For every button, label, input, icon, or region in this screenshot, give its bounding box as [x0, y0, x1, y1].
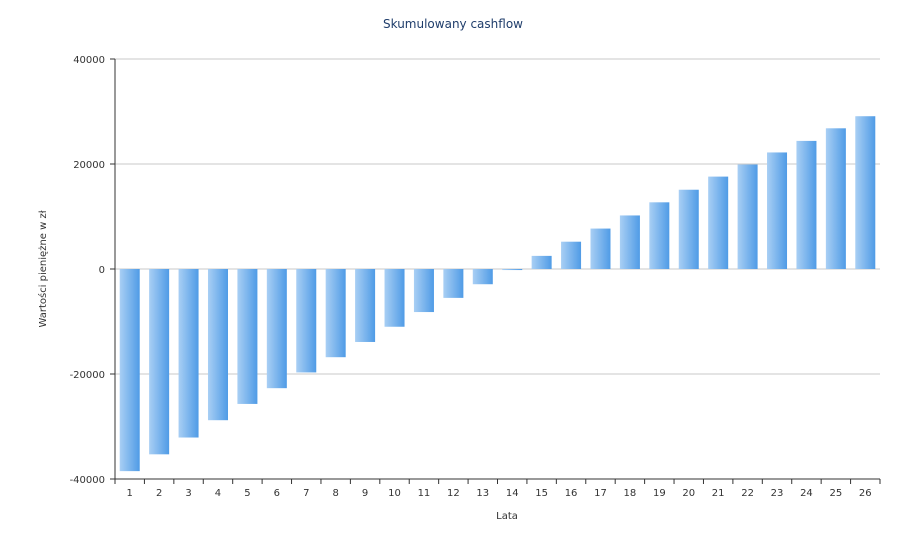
bar: [502, 269, 523, 271]
x-tick-label: 21: [712, 488, 725, 499]
bar: [855, 116, 876, 269]
bar: [561, 241, 582, 269]
x-tick-label: 19: [653, 488, 666, 499]
x-tick-labels: 1 2 3 4 5 6 7 8 9 10 11 12 13 14 15 16 17 18 19 20 21 22 23 24 2…: [114, 479, 881, 499]
chart-title: Skumulowany cashflow: [383, 17, 523, 31]
bar: [472, 269, 493, 285]
bar: [325, 269, 346, 358]
bar: [384, 269, 405, 327]
y-tick-label: -20000: [70, 370, 105, 381]
x-tick-label: 7: [303, 488, 309, 499]
bar: [149, 269, 170, 455]
x-tick-label: 16: [565, 488, 578, 499]
x-tick-label: 25: [830, 488, 843, 499]
x-tick-label: 17: [594, 488, 607, 499]
bars: [119, 116, 876, 472]
bar: [708, 176, 729, 269]
bar: [825, 128, 846, 269]
bar: [296, 269, 317, 373]
x-tick-label: 1: [127, 488, 133, 499]
x-tick-label: 13: [476, 488, 489, 499]
bar: [796, 140, 817, 269]
bar: [207, 269, 228, 421]
y-axis-label: Wartości pieniężne w zł: [37, 210, 49, 327]
bar: [531, 255, 552, 270]
bar: [619, 215, 640, 269]
bar: [767, 152, 788, 269]
y-tick-labels: 40000 20000 0 -20000 -40000: [70, 55, 115, 486]
x-tick-label: 23: [771, 488, 784, 499]
x-tick-label: 9: [362, 488, 368, 499]
x-axis-label: Lata: [496, 511, 518, 522]
x-tick-label: 22: [741, 488, 754, 499]
bar: [413, 269, 434, 313]
x-tick-label: 2: [156, 488, 162, 499]
y-tick-label: 40000: [73, 55, 105, 66]
grid-lines: [115, 58, 880, 375]
x-tick-label: 8: [332, 488, 338, 499]
bar: [266, 269, 287, 389]
y-tick-label: 20000: [73, 160, 105, 171]
bar: [178, 269, 199, 438]
x-tick-label: 24: [800, 488, 813, 499]
x-tick-label: 11: [418, 488, 431, 499]
bar: [737, 164, 758, 269]
x-tick-label: 3: [185, 488, 191, 499]
x-tick-label: 26: [859, 488, 872, 499]
y-tick-label: 0: [99, 265, 105, 276]
y-tick-label: -40000: [70, 475, 105, 486]
x-tick-label: 14: [506, 488, 519, 499]
x-tick-label: 4: [215, 488, 221, 499]
x-tick-label: 10: [388, 488, 401, 499]
bar: [678, 189, 699, 269]
x-tick-label: 6: [274, 488, 280, 499]
bar: [590, 228, 611, 269]
bar: [237, 269, 258, 404]
bar: [355, 269, 376, 342]
x-tick-label: 20: [682, 488, 695, 499]
bar: [649, 202, 670, 269]
bar: [443, 269, 464, 298]
x-tick-label: 15: [535, 488, 548, 499]
x-tick-label: 18: [624, 488, 637, 499]
bar: [119, 269, 140, 472]
x-tick-label: 5: [244, 488, 250, 499]
x-tick-label: 12: [447, 488, 460, 499]
